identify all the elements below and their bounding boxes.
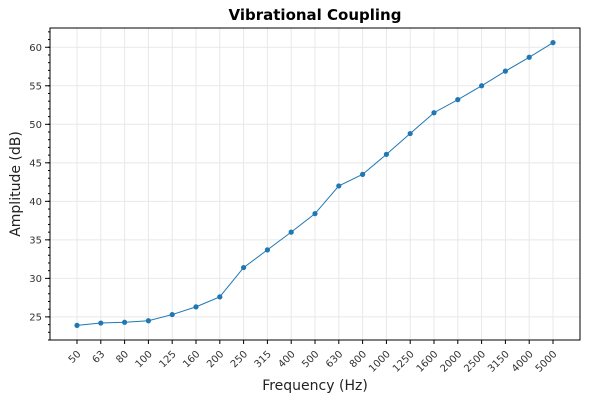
x-tick-label: 250 (229, 349, 250, 370)
x-tick-label: 63 (91, 349, 108, 366)
x-tick-label: 500 (300, 349, 321, 370)
x-axis-label: Frequency (Hz) (262, 378, 368, 394)
data-point (336, 183, 342, 189)
y-tick-label: 35 (29, 235, 42, 246)
data-point (407, 130, 413, 137)
y-tick-label: 40 (29, 197, 42, 208)
x-tick-label: 50 (67, 349, 84, 366)
y-tick-label: 55 (29, 81, 42, 92)
x-tick-label: 5000 (534, 349, 560, 375)
series-layer (74, 40, 556, 328)
data-point (479, 83, 485, 89)
data-point (169, 311, 175, 318)
x-tick-label: 1600 (415, 349, 441, 375)
y-tick-label: 50 (29, 120, 42, 131)
data-point (383, 151, 389, 157)
y-axis-label: Amplitude (dB) (8, 131, 24, 237)
y-tick-label: 60 (29, 43, 42, 54)
x-tick-label: 3150 (486, 349, 512, 375)
x-tick-label: 630 (324, 349, 345, 370)
data-point (98, 320, 104, 326)
chart-title: Vibrational Coupling (229, 6, 402, 24)
data-point (526, 54, 532, 60)
y-tick-label: 30 (29, 274, 42, 285)
data-point (74, 322, 80, 328)
x-tick-label: 100 (134, 349, 155, 370)
x-tick-label: 400 (276, 349, 297, 370)
x-tick-label: 80 (114, 349, 131, 366)
x-tick-label: 1000 (367, 349, 393, 375)
data-point (145, 318, 151, 324)
x-tick-label: 4000 (510, 349, 536, 375)
data-point (217, 294, 223, 300)
x-tick-label: 2000 (439, 349, 465, 375)
y-tick-label: 45 (29, 158, 42, 169)
y-tick-label: 25 (29, 312, 42, 323)
x-tick-label: 315 (253, 349, 274, 370)
grid-layer (50, 28, 580, 340)
x-tick-label: 200 (205, 349, 226, 370)
x-tick-label: 1250 (391, 349, 417, 375)
x-tick-label: 2500 (462, 349, 488, 375)
data-point (312, 211, 318, 217)
data-point (193, 304, 199, 310)
data-point (241, 264, 247, 271)
x-tick-label: 125 (157, 349, 178, 370)
data-point (455, 97, 461, 103)
data-point (122, 319, 128, 325)
axis-layer: 50 63 80 100 125 160 200 250 315 400 500 630 8001000… (29, 31, 560, 375)
x-tick-label: 160 (181, 349, 202, 370)
data-point (502, 68, 508, 74)
data-point (431, 110, 437, 116)
data-point (288, 229, 294, 235)
data-point (360, 171, 366, 177)
data-point (264, 247, 270, 253)
data-point (550, 40, 556, 46)
